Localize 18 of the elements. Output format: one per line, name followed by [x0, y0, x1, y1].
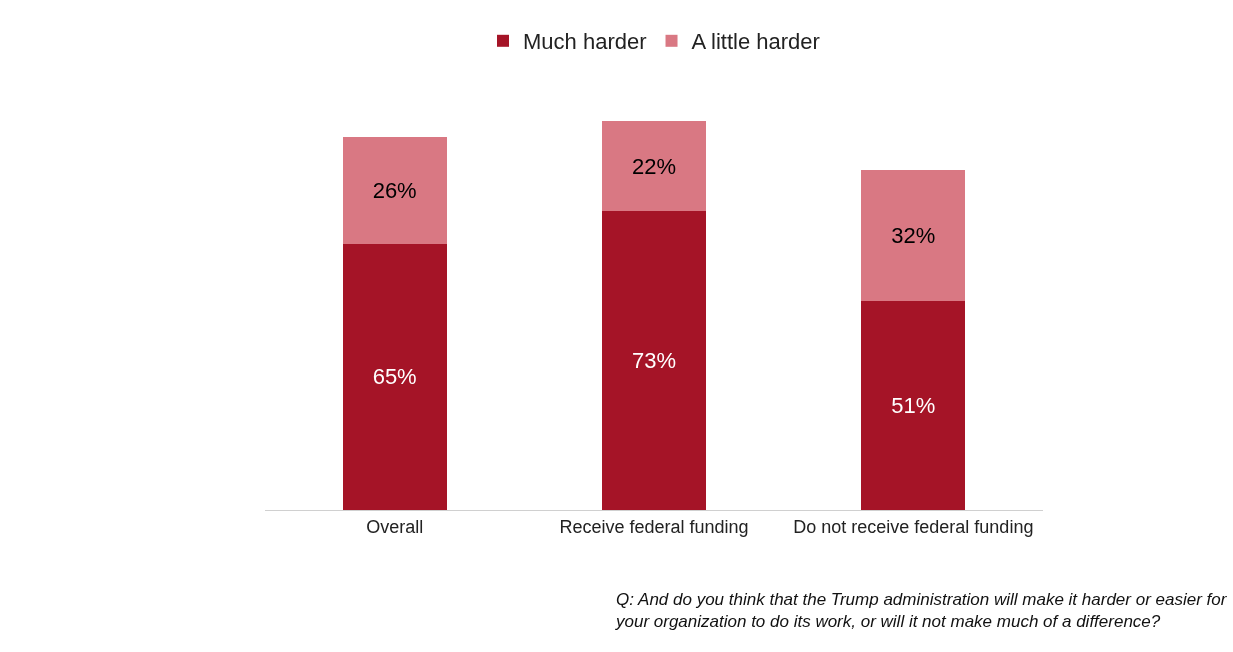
- data-label: 73%: [631, 348, 677, 374]
- bar: [602, 211, 706, 510]
- data-label: 51%: [891, 393, 936, 419]
- data-label: 22%: [631, 153, 677, 179]
- bar: [861, 170, 966, 302]
- legend-label: Much harder: [523, 29, 647, 55]
- data-label: 32%: [891, 223, 936, 249]
- data-label: 65%: [372, 364, 417, 390]
- bar: [861, 301, 966, 510]
- bar: [342, 137, 447, 244]
- x-tick-label: Do not receive federal funding: [793, 516, 1034, 537]
- bar: [342, 243, 447, 510]
- x-tick-label: Overall: [366, 516, 424, 537]
- bar: [602, 121, 706, 212]
- x-tick-label: Receive federal funding: [559, 516, 749, 537]
- data-label: 26%: [372, 178, 417, 204]
- legend-label: A little harder: [691, 29, 820, 55]
- text: Q: And do you think that the Trump administration will make it harder or easier for your organization to do its work, or will it not make much of a difference?: [615, 590, 1228, 632]
